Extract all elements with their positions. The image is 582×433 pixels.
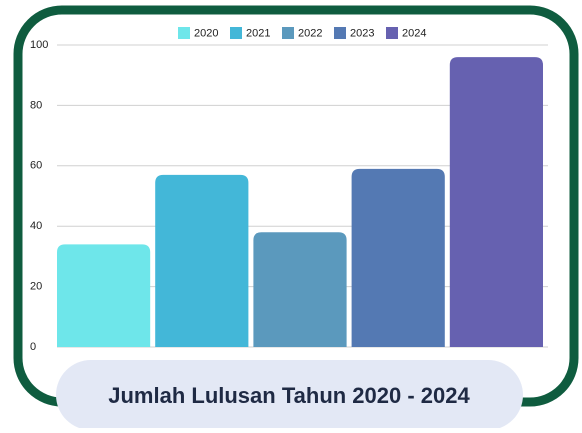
plot: 0 20 40 60 80 100 2020 2021 2022 2023 2024 [30, 27, 548, 353]
y-tick-label: 20 [30, 281, 42, 293]
y-tick-label: 40 [30, 220, 42, 232]
legend-label: 2023 [350, 27, 374, 39]
legend-swatch [178, 27, 190, 39]
legend-swatch [386, 27, 398, 39]
legend-label: 2020 [194, 27, 218, 39]
y-tick-label: 80 [30, 99, 42, 111]
y-tick-label: 0 [30, 341, 36, 353]
legend-label: 2021 [246, 27, 270, 39]
bar [253, 232, 347, 347]
title-pill [56, 360, 523, 430]
y-tick-label: 100 [30, 39, 48, 51]
bar [155, 174, 249, 347]
legend-swatch [334, 27, 346, 39]
legend-label: 2022 [298, 27, 322, 39]
bar [57, 244, 151, 347]
chart-title: Jumlah Lulusan Tahun 2020 - 2024 [108, 383, 470, 408]
legend-swatch [230, 27, 242, 39]
bar [351, 168, 445, 347]
y-tick-label: 60 [30, 160, 42, 172]
legend-label: 2024 [402, 27, 426, 39]
legend-swatch [282, 27, 294, 39]
bar [449, 57, 543, 347]
